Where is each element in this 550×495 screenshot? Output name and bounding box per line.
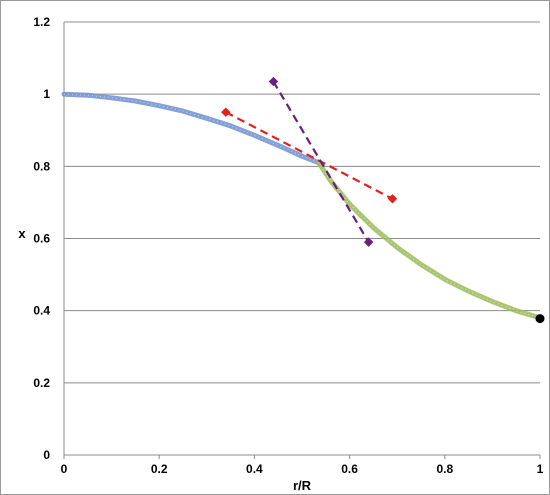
series-dashed-2 bbox=[225, 111, 393, 200]
y-tick-label: 0 bbox=[43, 448, 50, 462]
series-dashed-3 bbox=[272, 80, 370, 243]
series-curve-0 bbox=[61, 91, 322, 166]
series-curve-texture-1 bbox=[318, 162, 541, 319]
series-point-4 bbox=[535, 314, 545, 324]
y-axis-title: x bbox=[18, 226, 26, 241]
series-curve-texture-0 bbox=[63, 93, 319, 164]
x-tick-label: 0.8 bbox=[436, 462, 453, 476]
grid bbox=[64, 21, 540, 384]
x-tick-label: 0.2 bbox=[151, 462, 168, 476]
x-tick-label: 0.6 bbox=[341, 462, 358, 476]
series-marker-3 bbox=[268, 76, 279, 87]
series-marker-3 bbox=[363, 237, 374, 247]
x-axis-title: r/R bbox=[293, 478, 312, 493]
y-tick-label: 1 bbox=[43, 87, 50, 101]
y-tick-label: 0.2 bbox=[33, 376, 50, 390]
x-tick-label: 0.4 bbox=[246, 462, 263, 476]
x-tick-label: 1 bbox=[537, 462, 544, 476]
x-tick-label: 0 bbox=[61, 462, 68, 476]
y-tick-label: 0.8 bbox=[33, 159, 50, 173]
tick-labels: 0 0.2 0.4 0.6 0.8 1 1.2 0 0.2 0.4 0.6 0.8 1 bbox=[33, 15, 543, 476]
y-tick-label: 0.4 bbox=[33, 304, 50, 318]
series-marker-2 bbox=[387, 194, 398, 204]
series-curve-1 bbox=[316, 160, 543, 321]
y-tick-label: 0.6 bbox=[33, 232, 50, 246]
series bbox=[61, 76, 545, 324]
axes bbox=[63, 22, 541, 459]
series-marker-2 bbox=[221, 107, 231, 117]
y-tick-label: 1.2 bbox=[33, 15, 50, 29]
